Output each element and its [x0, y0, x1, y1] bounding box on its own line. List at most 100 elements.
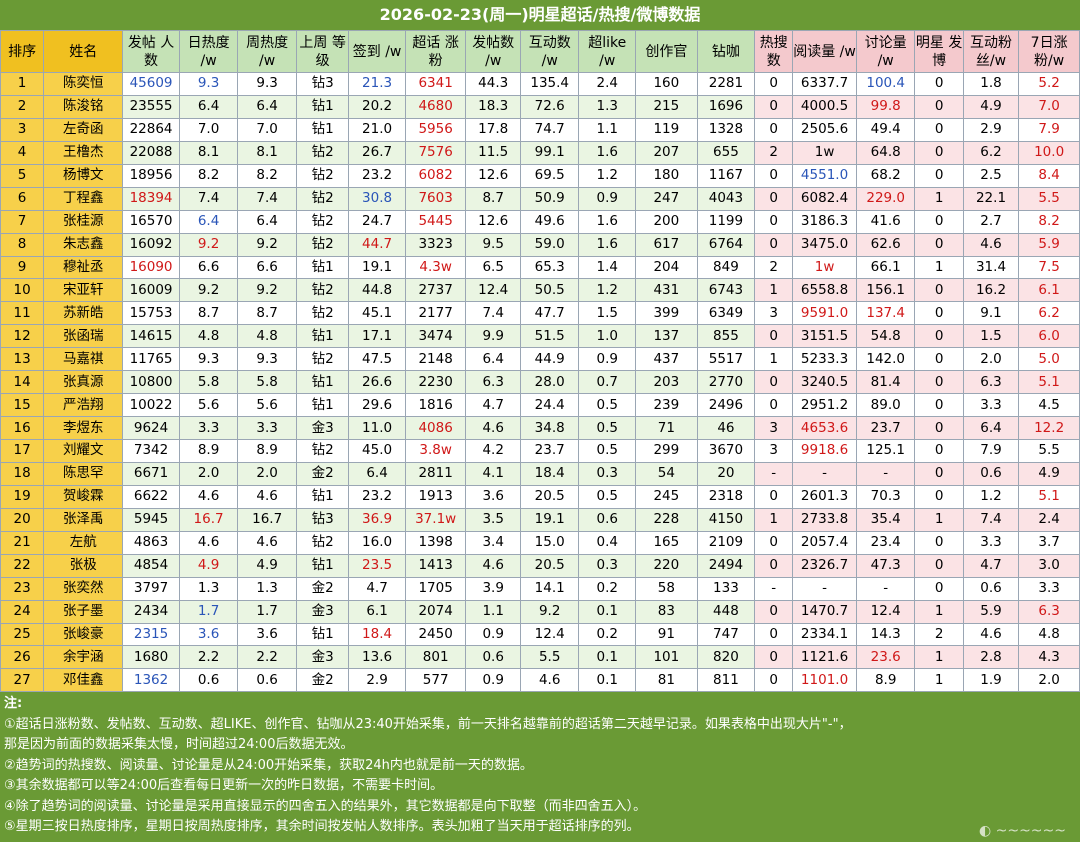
cell-level: 钻2 — [295, 209, 350, 234]
cell-checkin: 4.7 — [348, 576, 406, 601]
cell-fans_7d: 5.0 — [1018, 347, 1080, 372]
cell-posts: 4.6 — [465, 553, 521, 578]
cell-discussions: 66.1 — [855, 255, 916, 280]
cell-star_posts: 0 — [914, 439, 964, 463]
cell-level: 钻1 — [295, 117, 350, 142]
column-header-topic_fans: 超话 涨粉 — [404, 30, 467, 73]
cell-interact_fans: 9.1 — [962, 301, 1020, 326]
cell-interactions: 5.5 — [519, 645, 580, 670]
cell-fans_7d: 8.2 — [1018, 209, 1080, 234]
cell-star_posts: 0 — [914, 163, 964, 188]
cell-posts: 4.2 — [465, 439, 521, 463]
cell-weekly_heat: 8.7 — [237, 301, 297, 326]
cell-hot_search: 0 — [754, 117, 794, 142]
cell-interactions: 14.1 — [519, 576, 580, 601]
cell-discussions: 99.8 — [855, 94, 916, 119]
cell-checkin: 30.8 — [348, 186, 406, 211]
cell-creators: 228 — [635, 507, 698, 532]
cell-name: 张真源 — [43, 370, 124, 395]
cell-reads: 3475.0 — [792, 232, 857, 257]
cell-weekly_heat: 16.7 — [237, 507, 297, 532]
cell-diamond: 6764 — [696, 232, 756, 257]
cell-weekly_heat: 8.9 — [237, 439, 297, 463]
cell-star_posts: 0 — [914, 416, 964, 440]
page-title: 2026-02-23(周一)明星超话/热搜/微博数据 — [379, 5, 701, 24]
cell-posters: 2315 — [122, 622, 180, 647]
cell-interact_fans: 0.6 — [962, 461, 1020, 486]
note-line: ⑤星期三按日热度排序，星期日按周热度排序，其余时间按发帖人数排序。表头加粗了当天… — [4, 819, 640, 835]
cell-rank: 23 — [0, 576, 45, 601]
cell-creators: 54 — [635, 461, 698, 486]
cell-diamond: 20 — [696, 461, 756, 486]
table-row: 13 马嘉祺 11765 9.3 9.3 钻2 47.5 2148 6.4 44.9 0.9 437 5… — [0, 347, 1080, 372]
cell-name: 贺峻霖 — [43, 484, 124, 509]
cell-topic_fans: 6341 — [404, 72, 467, 96]
table-row: 4 王橹杰 22088 8.1 8.1 钻2 26.7 7576 11.5 99.1 1.6 207 6… — [0, 140, 1080, 165]
cell-posts: 9.9 — [465, 324, 521, 349]
cell-posts: 11.5 — [465, 140, 521, 165]
cell-level: 钻2 — [295, 140, 350, 165]
table-row: 17 刘耀文 7342 8.9 8.9 钻2 45.0 3.8w 4.2 23.7 0.5 299 36… — [0, 439, 1080, 463]
cell-level: 钻3 — [295, 507, 350, 532]
cell-hot_search: 0 — [754, 553, 794, 578]
cell-discussions: 8.9 — [855, 668, 916, 693]
cell-topic_fans: 2737 — [404, 278, 467, 303]
cell-checkin: 17.1 — [348, 324, 406, 349]
column-header-level: 上周 等级 — [295, 30, 350, 73]
cell-level: 钻1 — [295, 622, 350, 647]
cell-daily_heat: 9.3 — [178, 72, 239, 96]
cell-hot_search: 0 — [754, 72, 794, 96]
cell-posts: 18.3 — [465, 94, 521, 119]
column-header-super_like: 超like /w — [578, 30, 636, 73]
column-header-daily_heat: 日热度 /w — [178, 30, 239, 73]
cell-diamond: 448 — [696, 599, 756, 624]
cell-daily_heat: 7.4 — [178, 186, 239, 211]
table-row: 3 左奇函 22864 7.0 7.0 钻1 21.0 5956 17.8 74.7 1.1 119 1… — [0, 117, 1080, 142]
cell-topic_fans: 2230 — [404, 370, 467, 395]
cell-name: 张峻豪 — [43, 622, 124, 647]
cell-interactions: 34.8 — [519, 416, 580, 440]
cell-topic_fans: 7576 — [404, 140, 467, 165]
note-line: ④除了趋势词的阅读量、讨论量是采用直接显示的四舍五入的结果外，其它数据都是向下取… — [4, 798, 647, 814]
cell-diamond: 2770 — [696, 370, 756, 395]
cell-checkin: 23.5 — [348, 553, 406, 578]
cell-super_like: 0.9 — [578, 186, 636, 211]
cell-discussions: 156.1 — [855, 278, 916, 303]
cell-topic_fans: 801 — [404, 645, 467, 670]
cell-checkin: 11.0 — [348, 416, 406, 440]
cell-discussions: 81.4 — [855, 370, 916, 395]
cell-weekly_heat: 5.6 — [237, 393, 297, 418]
cell-rank: 20 — [0, 507, 45, 532]
cell-hot_search: 0 — [754, 599, 794, 624]
cell-reads: - — [792, 461, 857, 486]
cell-reads: 6337.7 — [792, 72, 857, 96]
cell-name: 严浩翔 — [43, 393, 124, 418]
cell-fans_7d: 3.3 — [1018, 576, 1080, 601]
cell-posters: 5945 — [122, 507, 180, 532]
column-header-diamond: 钻咖 — [696, 30, 756, 73]
cell-checkin: 20.2 — [348, 94, 406, 119]
cell-creators: 617 — [635, 232, 698, 257]
cell-topic_fans: 2148 — [404, 347, 467, 372]
cell-level: 钻3 — [295, 72, 350, 96]
cell-super_like: 0.1 — [578, 599, 636, 624]
cell-posters: 22088 — [122, 140, 180, 165]
cell-rank: 16 — [0, 416, 45, 440]
cell-checkin: 45.1 — [348, 301, 406, 326]
cell-posters: 10022 — [122, 393, 180, 418]
weibo-watermark-logo: ◐ ~~~~~~ — [978, 823, 1066, 839]
cell-discussions: 142.0 — [855, 347, 916, 372]
cell-reads: 6558.8 — [792, 278, 857, 303]
cell-posters: 1680 — [122, 645, 180, 670]
cell-diamond: 1199 — [696, 209, 756, 234]
cell-diamond: 1328 — [696, 117, 756, 142]
table-row: 26 余宇涵 1680 2.2 2.2 金3 13.6 801 0.6 5.5 0.1 101 820 0… — [0, 645, 1080, 670]
cell-reads: 1121.6 — [792, 645, 857, 670]
cell-super_like: 1.2 — [578, 163, 636, 188]
cell-creators: 58 — [635, 576, 698, 601]
cell-super_like: 1.5 — [578, 301, 636, 326]
cell-rank: 13 — [0, 347, 45, 372]
cell-interact_fans: 5.9 — [962, 599, 1020, 624]
cell-creators: 200 — [635, 209, 698, 234]
table-row: 10 宋亚轩 16009 9.2 9.2 钻2 44.8 2737 12.4 50.5 1.2 431… — [0, 278, 1080, 303]
